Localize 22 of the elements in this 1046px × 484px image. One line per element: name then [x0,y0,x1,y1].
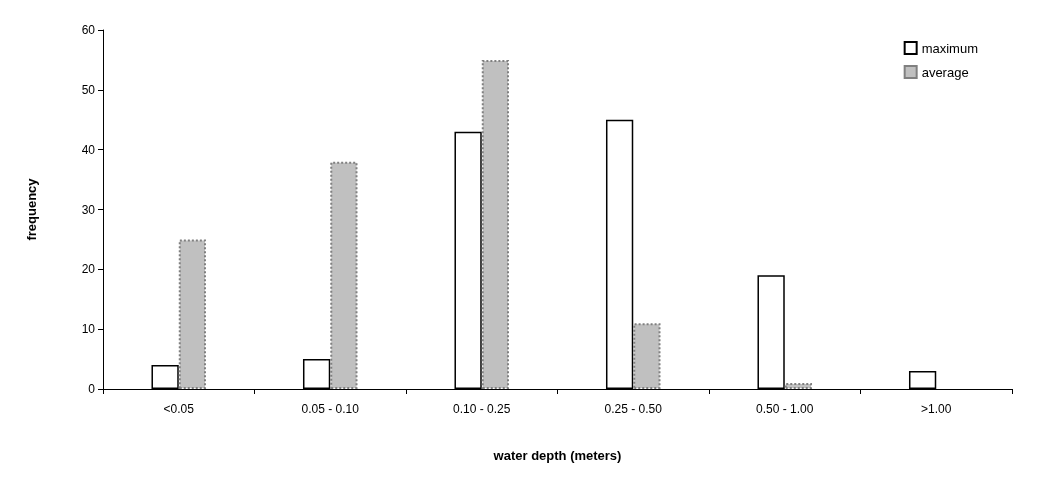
y-tick-label: 0 [88,382,96,396]
y-tick-label: 10 [81,322,96,337]
x-tick-label: 0.10 - 0.25 [453,402,511,416]
x-tick-label: 0.50 - 1.00 [756,402,814,416]
y-tick-label: 20 [81,262,96,277]
bar [633,323,661,389]
bar [330,161,358,389]
bar [481,59,510,389]
y-tick-label: 30 [81,202,96,217]
bar [784,383,813,389]
x-tick-label: <0.05 [163,402,195,416]
legend-label: average [921,64,969,80]
bar [178,239,207,389]
x-tick-label: >1.00 [921,402,952,416]
y-axis-title: frequency [24,177,39,241]
x-tick-label: 0.05 - 0.10 [301,402,360,416]
y-tick-label: 40 [81,142,96,157]
y-tick-label: 50 [81,82,96,97]
x-axis-title: water depth (meters) [492,448,622,463]
y-tick-label: 60 [81,23,96,37]
legend-label: maximum [921,40,979,56]
x-tick-label: 0.25 - 0.50 [604,402,663,416]
